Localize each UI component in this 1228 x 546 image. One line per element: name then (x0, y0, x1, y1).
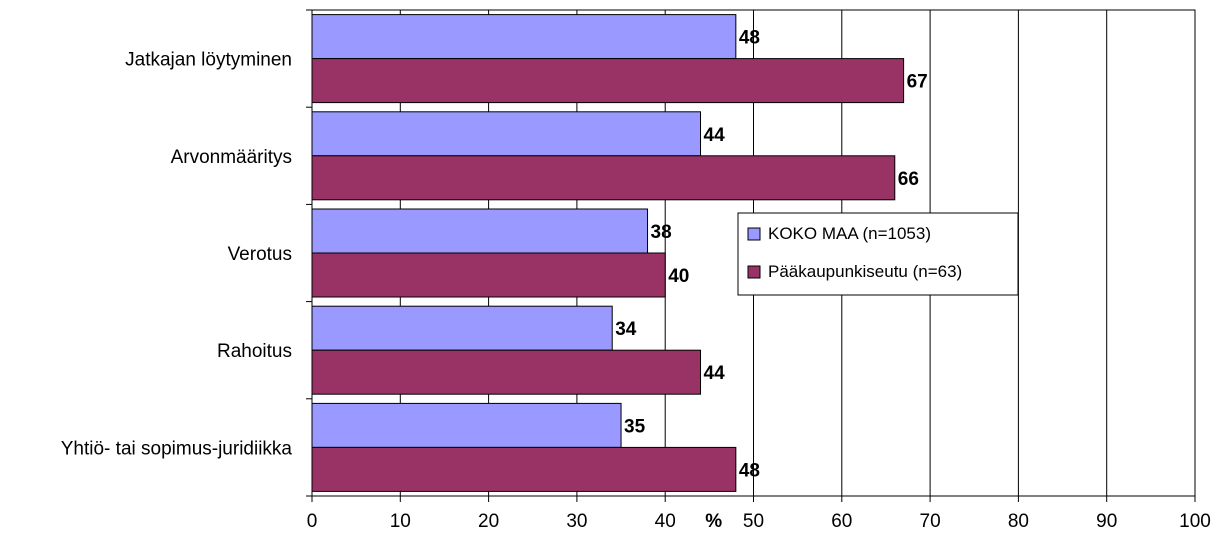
bar (311, 305, 613, 351)
legend-label: Pääkaupunkiseutu (n=63) (768, 262, 962, 281)
data-label: 44 (704, 363, 726, 384)
data-label: 66 (898, 169, 919, 190)
legend-box (737, 212, 1019, 296)
data-label: 44 (704, 125, 726, 146)
data-label: 48 (739, 28, 760, 49)
legend-swatch (747, 227, 761, 241)
x-tick-label: 30 (566, 511, 587, 532)
x-tick-label: 70 (920, 511, 941, 532)
category-label: Rahoitus (217, 341, 292, 362)
x-tick-label: 60 (831, 511, 852, 532)
x-tick-label: 50 (743, 511, 764, 532)
data-label: 34 (615, 319, 637, 340)
legend: KOKO MAA (n=1053) Pääkaupunkiseutu (n=63) (737, 212, 1019, 296)
x-axis-ticks: 0 10 20 30 40 50 60 70 80 90 100 (306, 9, 1211, 532)
legend-swatch (747, 265, 761, 279)
data-label: 35 (624, 416, 646, 437)
bar (311, 349, 702, 395)
x-tick-label: 40 (655, 511, 676, 532)
x-tick-label: 20 (478, 511, 499, 532)
bar (311, 208, 649, 254)
data-label: 40 (668, 266, 689, 287)
legend-label: KOKO MAA (n=1053) (768, 224, 931, 243)
data-labels: 48 67 44 66 38 40 34 44 35 48 (615, 28, 928, 482)
x-tick-label: 90 (1096, 511, 1117, 532)
bar (311, 402, 622, 448)
bars (311, 14, 905, 492)
data-label: 67 (907, 72, 928, 93)
data-label: 38 (651, 222, 672, 243)
bar (311, 446, 737, 492)
bar (311, 111, 702, 157)
category-label: Yhtiö- tai sopimus-juridiikka (61, 438, 293, 459)
bar (311, 14, 737, 60)
category-labels: Jatkajan löytyminen Arvonmääritys Verotus R… (61, 50, 293, 460)
data-label: 48 (739, 460, 760, 481)
x-tick-label: 80 (1008, 511, 1029, 532)
bar (311, 58, 905, 104)
x-tick-label: 10 (390, 511, 411, 532)
category-label: Jatkajan löytyminen (125, 50, 292, 71)
bar (311, 252, 666, 298)
bar (311, 155, 896, 201)
x-tick-label: 100 (1179, 511, 1211, 532)
category-label: Verotus (228, 244, 292, 265)
x-tick-label: 0 (307, 511, 318, 532)
x-axis-label: % (705, 511, 722, 532)
category-label: Arvonmääritys (171, 147, 292, 168)
